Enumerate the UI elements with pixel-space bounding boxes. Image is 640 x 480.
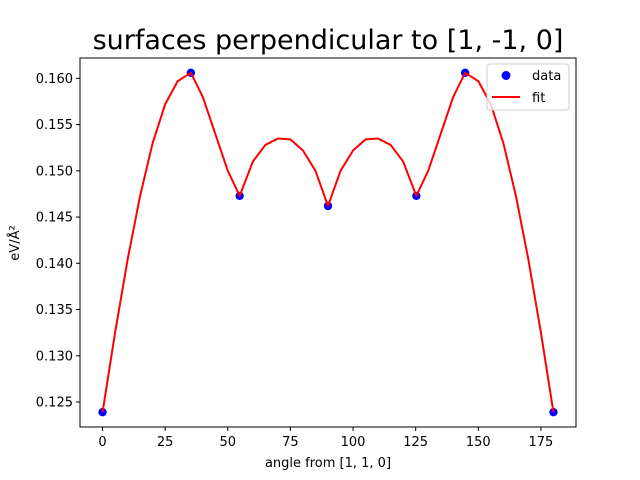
x-axis-label: angle from [1, 1, 0]	[265, 456, 391, 471]
fit-line	[101, 71, 555, 413]
y-tick-label: 0.135	[36, 303, 73, 318]
chart-title: surfaces perpendicular to [1, -1, 0]	[93, 25, 564, 56]
x-tick-label: 0	[98, 435, 106, 450]
y-tick-label: 0.160	[36, 72, 73, 87]
y-tick-label: 0.145	[36, 211, 73, 226]
legend-label-data: data	[532, 69, 561, 84]
legend-label-fit: fit	[532, 91, 545, 106]
y-tick-label: 0.155	[36, 118, 73, 133]
x-tick-label: 150	[466, 435, 491, 450]
x-tick-label: 125	[403, 435, 428, 450]
legend-marker-data	[501, 71, 511, 80]
y-axis-label: eV/Å²	[7, 225, 23, 260]
y-axis: 0.125 0.130 0.135 0.140 0.145 0.150 0.155 0.160	[36, 72, 80, 411]
y-tick-label: 0.125	[36, 396, 73, 411]
x-tick-label: 25	[157, 435, 174, 450]
y-tick-label: 0.150	[36, 164, 73, 179]
x-tick-label: 50	[220, 435, 237, 450]
x-tick-label: 100	[341, 435, 366, 450]
axes-frame	[79, 57, 577, 428]
x-tick-label: 75	[282, 435, 299, 450]
x-tick-label: 175	[529, 435, 554, 450]
plot-area	[98, 68, 558, 417]
data-point	[98, 408, 107, 417]
x-axis: 0 25 50 75 100 125 150 175	[98, 427, 553, 450]
y-tick-label: 0.130	[36, 349, 73, 364]
data-point	[549, 408, 558, 417]
y-tick-label: 0.140	[36, 257, 73, 272]
legend: data fit	[486, 63, 570, 111]
